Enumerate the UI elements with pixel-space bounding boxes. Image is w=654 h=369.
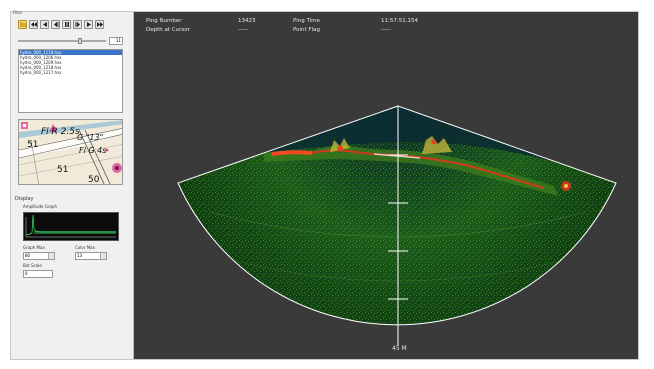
- open-folder-button[interactable]: [18, 20, 27, 29]
- point-flag-value: -----: [381, 27, 391, 33]
- light-label: Fl G 4s: [79, 146, 106, 155]
- file-item[interactable]: hydro_000_1209.hsx: [20, 60, 62, 65]
- skip-last-icon: [96, 22, 103, 27]
- forward-icon: [75, 22, 80, 27]
- ping-number-value: 13423: [238, 18, 256, 24]
- ping-slider-thumb[interactable]: [78, 38, 82, 44]
- graph-max-label: Graph Max: [23, 245, 45, 250]
- folder-icon: [19, 22, 26, 27]
- ping-time-label: Ping Time: [293, 18, 320, 24]
- skip-first-icon: [30, 22, 37, 27]
- depth-sounding: 51: [57, 165, 68, 175]
- file-item[interactable]: hydro_000_1118.hsx: [19, 50, 122, 55]
- range-label: 45 M: [392, 345, 407, 352]
- ping-slider[interactable]: [18, 38, 106, 44]
- point-flag-label: Point Flag: [293, 27, 320, 33]
- step-back-button[interactable]: [40, 20, 49, 29]
- first-frame-button[interactable]: [29, 20, 38, 29]
- ping-number-label: Ping Number: [146, 18, 182, 24]
- graph-max-value: 80: [25, 253, 31, 258]
- sonar-display[interactable]: Ping Number 13423 Ping Time 11:57:51.154…: [134, 12, 638, 359]
- spinner-arrows-icon[interactable]: [100, 253, 106, 259]
- amplitude-plot: [25, 214, 116, 238]
- amplitude-graph: [23, 212, 119, 241]
- spinner-arrows-icon[interactable]: [48, 253, 54, 259]
- file-item[interactable]: hydro_000_1206.hsx: [20, 55, 62, 60]
- color-max-label: Color Max: [75, 245, 95, 250]
- bot-scale-field[interactable]: 0: [23, 270, 53, 278]
- sonar-fan-image: [177, 105, 617, 346]
- pause-button[interactable]: [62, 20, 71, 29]
- depth-at-cursor-value: -----: [238, 27, 248, 33]
- buoy-label: G "13": [77, 133, 103, 142]
- playback-toolbar: [18, 20, 104, 31]
- play-icon: [86, 22, 91, 27]
- depth-sounding: 51: [27, 140, 38, 150]
- control-panel: Files: [11, 10, 134, 359]
- file-item[interactable]: hydro_000_1218.hsx: [20, 65, 62, 70]
- forward-button[interactable]: [73, 20, 82, 29]
- frame-number-field[interactable]: 11: [109, 37, 123, 45]
- reverse-icon: [53, 22, 58, 27]
- depth-sounding: 50: [88, 175, 100, 185]
- reverse-button[interactable]: [51, 20, 60, 29]
- graph-max-spinner[interactable]: 80: [23, 252, 55, 260]
- play-button[interactable]: [84, 20, 93, 29]
- last-frame-button[interactable]: [95, 20, 104, 29]
- amplitude-graph-label: Amplitude Graph: [23, 204, 58, 209]
- nautical-chart-view[interactable]: Fl R 2.5s G "13" Fl G 4s 51 51 50: [18, 119, 123, 185]
- nautical-chart-graphic: Fl R 2.5s G "13" Fl G 4s 51 51 50: [19, 120, 122, 185]
- bot-scale-label: Bot Scale: [23, 263, 42, 268]
- ping-slider-track: [18, 40, 106, 42]
- ping-time-value: 11:57:51.154: [381, 18, 418, 24]
- sonar-viewer-window: Files: [10, 10, 639, 360]
- light-label: Fl R 2.5s: [41, 127, 80, 137]
- file-item[interactable]: hydro_000_1217.hsx: [20, 70, 62, 75]
- depth-at-cursor-label: Depth at Cursor: [146, 27, 190, 33]
- files-caption: Files: [13, 10, 22, 15]
- file-list[interactable]: hydro_000_1118.hsx hydro_000_1206.hsx hy…: [18, 49, 123, 113]
- bot-scale-value: 0: [25, 271, 28, 276]
- display-section-label: Display: [15, 196, 34, 202]
- color-max-value: 13: [77, 253, 83, 258]
- color-max-spinner[interactable]: 13: [75, 252, 107, 260]
- pause-icon: [64, 22, 69, 27]
- step-back-icon: [42, 22, 47, 27]
